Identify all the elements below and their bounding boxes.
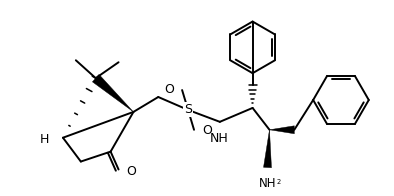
Polygon shape [269, 126, 294, 134]
Text: NH: NH [259, 177, 276, 191]
Text: O: O [126, 165, 136, 178]
Polygon shape [264, 130, 271, 168]
Text: NH: NH [210, 132, 228, 145]
Text: O: O [164, 83, 174, 96]
Text: $_2$: $_2$ [277, 177, 282, 187]
Polygon shape [93, 74, 134, 112]
Text: H: H [40, 133, 49, 146]
Text: O: O [202, 124, 212, 137]
Text: S: S [184, 103, 192, 116]
